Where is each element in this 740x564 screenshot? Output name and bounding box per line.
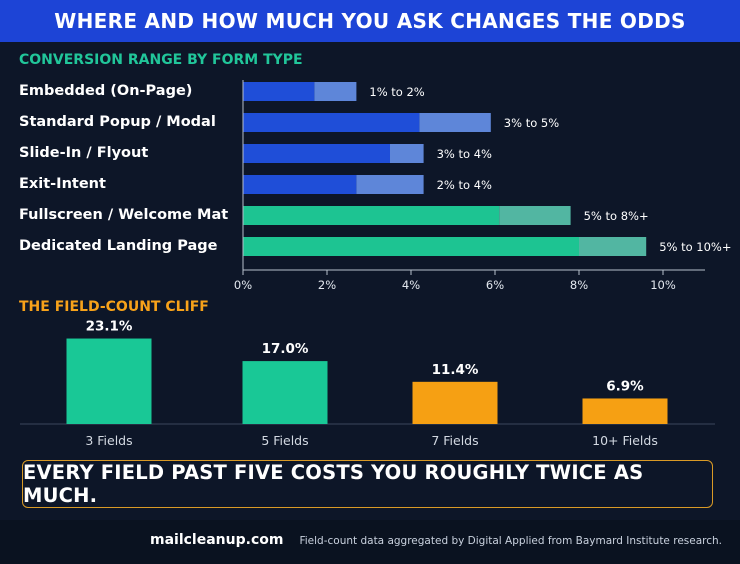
range-label: 5% to 8%+	[584, 209, 649, 223]
range-label: 3% to 4%	[437, 147, 492, 161]
range-bar-span	[356, 175, 424, 194]
field-bar	[242, 361, 328, 424]
range-bar-span	[499, 206, 571, 225]
x-tick-label: 10%	[650, 278, 676, 292]
range-bar-base	[243, 237, 579, 256]
range-label: 1% to 2%	[369, 85, 424, 99]
range-bar-base	[243, 206, 500, 225]
field-bar	[412, 381, 498, 424]
range-label: 2% to 4%	[437, 178, 492, 192]
range-chart-title: CONVERSION RANGE BY FORM TYPE	[19, 52, 303, 68]
range-row-label: Exit-Intent	[19, 176, 106, 192]
range-bar-base	[243, 175, 357, 194]
range-bar-base	[243, 144, 390, 163]
range-bar-base	[243, 82, 315, 101]
field-bar	[582, 398, 668, 424]
range-row-label: Standard Popup / Modal	[19, 114, 216, 130]
field-value-label: 17.0%	[262, 341, 309, 357]
range-bar-span	[390, 144, 424, 163]
field-category-label: 7 Fields	[431, 433, 478, 448]
field-category-label: 10+ Fields	[592, 433, 658, 448]
field-chart-title: THE FIELD-COUNT CLIFF	[19, 299, 209, 315]
source-note: Field-count data aggregated by Digital A…	[299, 535, 722, 547]
range-row-label: Embedded (On-Page)	[19, 83, 193, 99]
footer: mailcleanup.com Field-count data aggrega…	[0, 520, 740, 564]
field-value-label: 6.9%	[606, 378, 644, 394]
field-value-label: 11.4%	[432, 362, 479, 378]
range-row-label: Fullscreen / Welcome Mat	[19, 207, 229, 223]
range-label: 5% to 10%+	[659, 240, 731, 254]
callout-box: EVERY FIELD PAST FIVE COSTS YOU ROUGHLY …	[22, 460, 713, 508]
field-bar	[66, 338, 152, 424]
range-bar-base	[243, 113, 420, 132]
x-tick-label: 2%	[318, 278, 336, 292]
x-tick-label: 8%	[570, 278, 588, 292]
range-label: 3% to 5%	[504, 116, 559, 130]
range-row-label: Dedicated Landing Page	[19, 238, 218, 254]
range-chart: 1% to 2% 3% to 5% 3% to 4% 2% to 4% 5% to 8%…	[234, 80, 731, 292]
range-row-label: Slide-In / Flyout	[19, 145, 149, 161]
range-bar-span	[314, 82, 357, 101]
site-link[interactable]: mailcleanup.com	[150, 532, 284, 548]
field-count-chart: 23.1% 3 Fields 17.0% 5 Fields 11.4% 7 Fields 6…	[20, 319, 715, 448]
title-banner: WHERE AND HOW MUCH YOU ASK CHANGES THE O…	[0, 0, 740, 42]
x-tick-label: 6%	[486, 278, 504, 292]
field-category-label: 3 Fields	[85, 433, 132, 448]
x-tick-label: 0%	[234, 278, 252, 292]
callout-text: EVERY FIELD PAST FIVE COSTS YOU ROUGHLY …	[23, 461, 644, 507]
field-category-label: 5 Fields	[261, 433, 308, 448]
page-title: WHERE AND HOW MUCH YOU ASK CHANGES THE O…	[54, 9, 686, 33]
field-value-label: 23.1%	[86, 319, 133, 335]
range-bar-span	[419, 113, 491, 132]
range-bar-span	[579, 237, 647, 256]
x-tick-label: 4%	[402, 278, 420, 292]
